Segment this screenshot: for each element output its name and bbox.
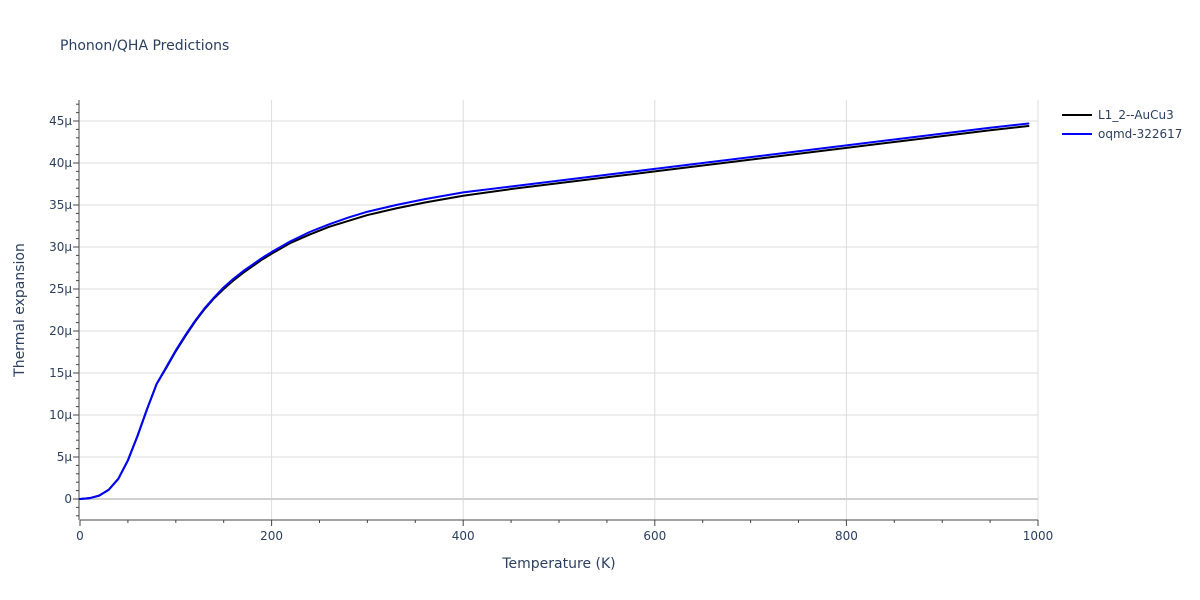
grid-layer (80, 100, 1039, 520)
chart-title: Phonon/QHA Predictions (60, 38, 229, 54)
x-axis-label: Temperature (K) (501, 556, 615, 572)
axis-layer: 0 200 400 600 800 1000 0 5μ 10μ 15μ 20μ 25μ 30μ 35μ 40… (49, 100, 1053, 543)
y-axis-label: Thermal expansion (12, 243, 28, 378)
y-tick-label: 40μ (49, 156, 72, 170)
y-tick-label: 20μ (49, 324, 72, 338)
x-tick-label: 600 (643, 529, 666, 543)
legend-item-1[interactable]: L1_2--AuCu3 (1062, 108, 1174, 122)
y-tick-label: 30μ (49, 240, 72, 254)
x-tick-label: 1000 (1023, 529, 1054, 543)
y-tick-label: 35μ (49, 198, 72, 212)
y-tick-label: 10μ (49, 408, 72, 422)
legend[interactable]: L1_2--AuCu3 oqmd-322617 (1062, 108, 1182, 141)
series-layer (79, 122, 1030, 500)
x-tick-label: 0 (76, 529, 84, 543)
y-tick-label: 25μ (49, 282, 72, 296)
series-line-2 (79, 122, 1030, 500)
y-tick-label: 0 (64, 492, 72, 506)
y-tick-label: 15μ (49, 366, 72, 380)
y-tick-label: 45μ (49, 114, 72, 128)
legend-label: oqmd-322617 (1098, 127, 1182, 141)
y-tick-label: 5μ (57, 450, 73, 464)
x-tick-label: 200 (260, 529, 283, 543)
legend-label: L1_2--AuCu3 (1098, 108, 1174, 122)
x-tick-label: 400 (452, 529, 475, 543)
x-tick-label: 800 (835, 529, 858, 543)
legend-item-2[interactable]: oqmd-322617 (1062, 127, 1182, 141)
